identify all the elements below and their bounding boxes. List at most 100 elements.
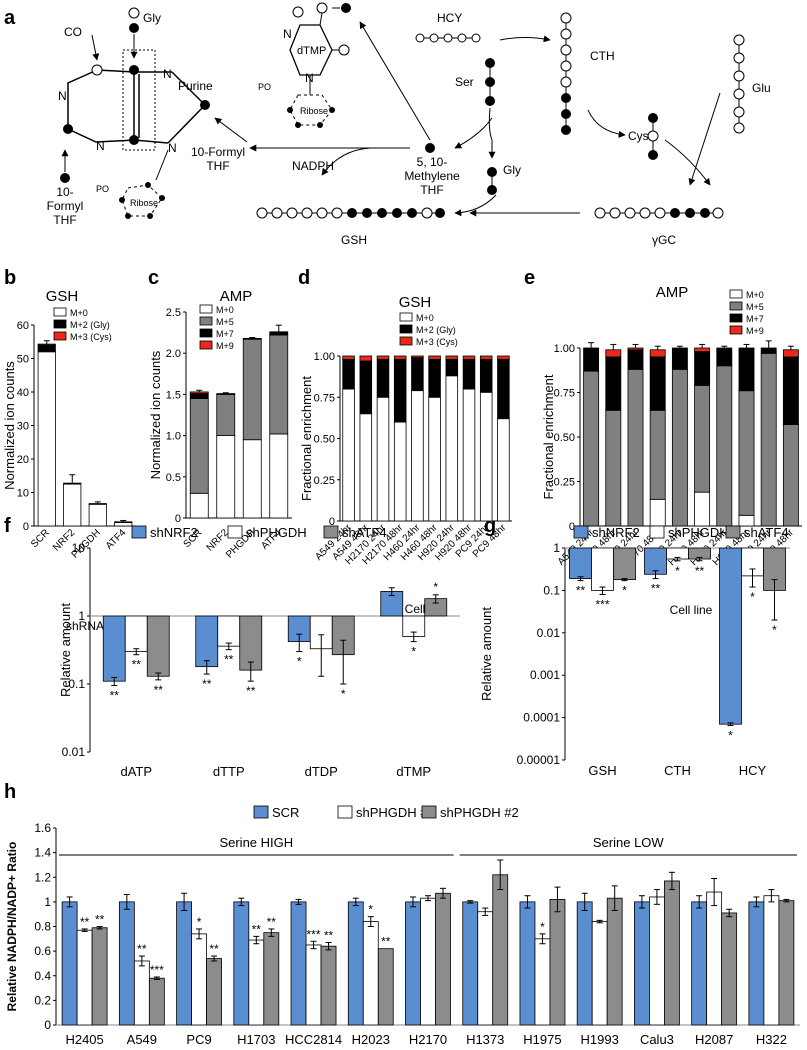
bar-e-M5-H46048hr — [694, 384, 711, 493]
label-ser: Ser — [455, 75, 474, 89]
legend-label-b: M+2 (Gly) — [70, 320, 110, 330]
bar-d-M2Gly-H46048hr — [428, 358, 441, 398]
legend-swatch-h — [337, 805, 353, 819]
y-tick-label-c: 1.5 — [166, 389, 181, 401]
legend-label-g: shPHGDH — [668, 525, 729, 540]
legend-swatch-f — [227, 525, 243, 539]
significance-mark-h: ** — [80, 915, 90, 929]
legend-swatch-g — [725, 525, 741, 539]
chart-f: 0.010.1110******dATP******dTTP**dTDP**dT… — [58, 525, 460, 779]
legend-swatch-h — [253, 805, 269, 819]
group-label-0: Serine HIGH — [219, 835, 293, 850]
bar-d-M0-A54924hr — [342, 388, 355, 522]
y-tick-label-f: 0.01 — [62, 745, 86, 759]
bar-e-M9-PC948hr — [782, 349, 799, 358]
x-tick-label-h: H1993 — [581, 1032, 619, 1047]
y-tick-label-h: 1.6 — [34, 821, 51, 835]
significance-mark-f: ** — [224, 653, 234, 667]
bar-h-SCR-Calu3 — [634, 901, 650, 1026]
y-tick-label-d: 0.25 — [314, 475, 335, 487]
y-axis-label-e: Fractional enrichment — [541, 374, 556, 499]
legend-swatch-b — [53, 307, 67, 317]
panel-label-a: a — [4, 7, 16, 29]
legend-swatch-f — [323, 525, 339, 539]
bar-e-M7-H92024hr — [716, 347, 733, 367]
bar-c-M0-PHGDH — [242, 439, 262, 519]
bar-c-M5-PHGDH — [242, 338, 262, 441]
label-gly-mid: Gly — [503, 163, 521, 177]
bar-e-M7-H217024hr — [627, 349, 644, 370]
y-tick-label-g: 0.001 — [530, 668, 560, 682]
label-gly-top: Gly — [143, 11, 161, 25]
bar-h-shPHGDH2-H1993 — [606, 897, 623, 1026]
y-tick-label-h: 0 — [44, 1018, 51, 1032]
y-tick-label-f: 10 — [72, 541, 86, 555]
bar-h-shPHGDH1-H2023 — [362, 921, 379, 1026]
chart-c: AMP00.51.01.52.02.5SCRNRF2PHGDHATF4shRNA… — [148, 288, 292, 633]
significance-mark-h: *** — [307, 927, 321, 941]
label-cth: CTH — [590, 49, 615, 63]
y-tick-label-g: 0.01 — [537, 626, 561, 640]
bar-b-M0-NRF2 — [63, 483, 82, 527]
bar-f-shPHGDH-dATP — [124, 615, 148, 652]
bar-e-M9-H217024hr — [627, 347, 644, 351]
label-ribose-left: Ribose — [130, 198, 158, 208]
legend-label-e: M+7 — [746, 314, 764, 324]
label-formyl-left-1: 10- — [56, 185, 73, 199]
legend-swatch-f — [131, 525, 147, 539]
bar-g-shATF4-GSH — [613, 547, 636, 580]
bar-h-shPHGDH2-H2170 — [435, 892, 451, 1026]
x-tick-label-h: H322 — [756, 1032, 787, 1047]
significance-mark-h: *** — [150, 963, 164, 977]
legend-label-b: M+3 (Cys) — [70, 332, 112, 342]
significance-mark-h: * — [540, 920, 545, 934]
bar-b-M0-SCR — [37, 351, 56, 527]
bar-d-M2Gly-H217048hr — [393, 358, 407, 423]
legend-swatch-d — [399, 312, 413, 322]
bar-d-M3Cys-H92048hr — [462, 355, 476, 360]
y-tick-label-e: 0.50 — [554, 432, 575, 444]
significance-mark-g: * — [750, 590, 755, 604]
bar-h-shPHGDH1-HCC2814 — [305, 944, 322, 1026]
x-tick-label-g: CTH — [664, 763, 691, 778]
x-tick-label-h: H2405 — [65, 1032, 103, 1047]
bar-h-shPHGDH1-PC9 — [191, 933, 207, 1026]
bar-h-shPHGDH2-H2087 — [721, 912, 738, 1026]
bar-d-M3Cys-PC948hr — [497, 355, 510, 360]
bar-g-shPHGDH-GSH — [591, 547, 614, 591]
y-axis-label-c: Normalized ion counts — [148, 350, 163, 479]
y-axis-label-g: Relative amount — [479, 607, 494, 701]
bar-e-M9-A54948hr — [605, 349, 622, 358]
y-tick-label-h: 0.2 — [34, 993, 51, 1007]
label-n-1: N — [58, 89, 67, 103]
bar-d-M0-H46048hr — [428, 396, 441, 522]
bar-d-M2Gly-H92048hr — [462, 358, 476, 390]
x-tick-label-h: A549 — [127, 1032, 157, 1047]
legend-label-e: M+0 — [746, 290, 764, 300]
significance-mark-g: *** — [595, 598, 609, 612]
label-gsh: GSH — [341, 233, 367, 247]
y-tick-label-g: 0.00001 — [517, 753, 561, 767]
label-ygc: γGC — [652, 233, 676, 247]
y-tick-label-g: 0.1 — [543, 583, 560, 597]
x-tick-label-h: H2087 — [695, 1032, 733, 1047]
label-nadph: NADPH — [292, 159, 334, 173]
legend-swatch-g — [649, 525, 665, 539]
bar-h-shPHGDH1-H2170 — [420, 897, 436, 1026]
bar-h-SCR-H1373 — [462, 901, 479, 1026]
bar-g-shNRF2-HCY — [719, 547, 742, 725]
y-tick-label-b: 20 — [17, 454, 29, 466]
bar-h-shPHGDH1-H1993 — [591, 921, 608, 1026]
panel-label-f: f — [4, 515, 11, 537]
significance-mark-h: ** — [252, 922, 262, 936]
bar-h-shPHGDH2-H1703 — [263, 932, 280, 1026]
y-tick-label-h: 0.8 — [34, 920, 51, 934]
label-purine: Purine — [178, 79, 213, 93]
legend-label-f: shNRF2 — [150, 525, 198, 540]
bar-e-M5-H92048hr — [738, 390, 755, 516]
panel-label-e: e — [524, 267, 535, 289]
legend-swatch-d — [399, 336, 413, 346]
x-tick-label-f: dTDP — [305, 764, 338, 779]
